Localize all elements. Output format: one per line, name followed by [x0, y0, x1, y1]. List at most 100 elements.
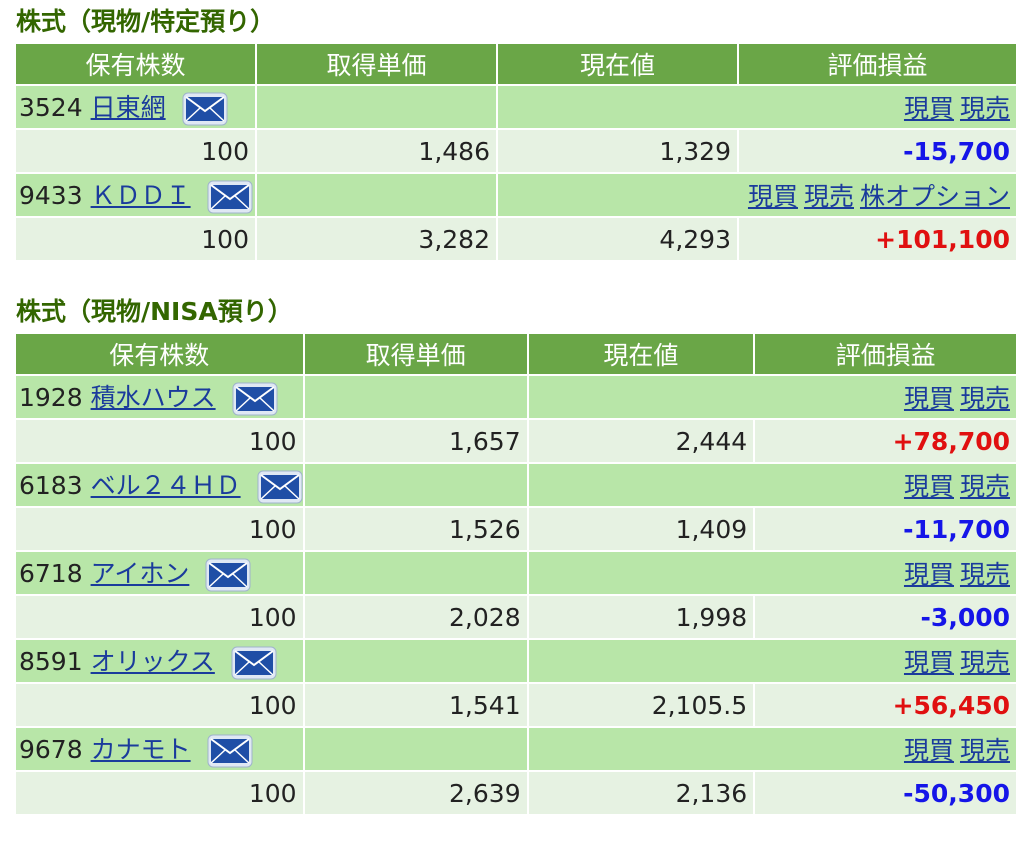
empty-cell [257, 174, 496, 216]
shares-cell: 100 [16, 420, 303, 462]
profit-loss-value: -11,700 [903, 514, 1010, 544]
trade-links: 現買 現売 [528, 728, 1016, 770]
cost-header: 取得単価 [257, 44, 496, 84]
stock-name-link[interactable]: ＫＤＤＩ [90, 181, 191, 210]
price-cell: 1,329 [498, 130, 737, 172]
shares-header: 保有株数 [16, 44, 255, 84]
stock-cell: 8591 オリックス [16, 640, 303, 682]
cost-cell: 2,639 [304, 772, 527, 814]
stock-name-row: 8591 オリックス 現買 現売 [16, 640, 1016, 682]
stock-value-row: 100 1,486 1,329 -15,700 [16, 130, 1016, 172]
stock-name-row: 6183 ベル２４ＨＤ 現買 現売 [16, 464, 1016, 506]
stock-cell: 1928 積水ハウス [16, 376, 303, 418]
stock-name-link[interactable]: オリックス [90, 647, 215, 676]
buy-link[interactable]: 現買 [903, 648, 954, 677]
stock-code: 3524 [19, 93, 83, 122]
buy-link[interactable]: 現買 [903, 384, 954, 413]
stock-name-link[interactable]: 積水ハウス [90, 383, 216, 412]
pl-cell: +56,450 [755, 684, 1016, 726]
cost-cell: 3,282 [257, 218, 496, 260]
shares-cell: 100 [16, 130, 255, 172]
profit-loss-value: +78,700 [892, 426, 1010, 456]
price-header: 現在値 [528, 334, 754, 374]
pl-cell: -15,700 [739, 130, 1016, 172]
stock-value-row: 100 1,526 1,409 -11,700 [16, 508, 1016, 550]
buy-link[interactable]: 現買 [903, 560, 954, 589]
empty-cell [304, 640, 527, 682]
profit-loss-value: -50,300 [903, 778, 1010, 808]
pl-header: 評価損益 [739, 44, 1016, 84]
sell-link[interactable]: 現売 [803, 182, 854, 211]
trade-links: 現買 現売 [528, 464, 1016, 506]
trade-links: 現買 現売 [498, 86, 1016, 128]
shares-cell: 100 [16, 684, 303, 726]
stock-name-link[interactable]: ベル２４ＨＤ [90, 471, 241, 500]
sell-link[interactable]: 現売 [959, 384, 1010, 413]
buy-link[interactable]: 現買 [903, 94, 954, 123]
stock-name-row: 3524 日東網 現買 現売 [16, 86, 1016, 128]
mail-icon[interactable] [207, 180, 253, 214]
empty-cell [304, 552, 527, 594]
stock-code: 9433 [19, 181, 83, 210]
shares-cell: 100 [16, 596, 303, 638]
stock-value-row: 100 2,639 2,136 -50,300 [16, 772, 1016, 814]
price-cell: 2,444 [528, 420, 754, 462]
holdings-table: 保有株数 取得単価 現在値 評価損益 3524 日東網 現買 現売 100 1,486 1,329… [14, 42, 1018, 262]
empty-cell [257, 86, 496, 128]
stock-value-row: 100 1,541 2,105.5 +56,450 [16, 684, 1016, 726]
stock-code: 1928 [19, 383, 83, 412]
stock-name-row: 9678 カナモト 現買 現売 [16, 728, 1016, 770]
option-link[interactable]: 株オプション [859, 182, 1010, 211]
stock-value-row: 100 1,657 2,444 +78,700 [16, 420, 1016, 462]
mail-icon[interactable] [231, 646, 277, 680]
stock-name-link[interactable]: 日東網 [90, 93, 166, 122]
mail-icon[interactable] [232, 382, 278, 416]
profit-loss-value: +101,100 [875, 224, 1010, 254]
profit-loss-value: -3,000 [920, 602, 1010, 632]
stock-code: 6183 [19, 471, 83, 500]
stock-name-row: 1928 積水ハウス 現買 現売 [16, 376, 1016, 418]
sell-link[interactable]: 現売 [959, 736, 1010, 765]
stock-cell: 9433 ＫＤＤＩ [16, 174, 255, 216]
section-title: 株式（現物/特定預り） [16, 7, 276, 36]
mail-icon[interactable] [205, 558, 251, 592]
shares-cell: 100 [16, 508, 303, 550]
stock-code: 9678 [19, 735, 83, 764]
pl-cell: +78,700 [755, 420, 1016, 462]
mail-icon[interactable] [207, 734, 253, 768]
pl-cell: -11,700 [755, 508, 1016, 550]
cost-cell: 1,486 [257, 130, 496, 172]
price-cell: 1,998 [528, 596, 754, 638]
stock-cell: 6183 ベル２４ＨＤ [16, 464, 303, 506]
sell-link[interactable]: 現売 [959, 472, 1010, 501]
mail-icon[interactable] [257, 470, 303, 504]
sell-link[interactable]: 現売 [959, 94, 1010, 123]
cost-cell: 1,541 [304, 684, 527, 726]
trade-links: 現買 現売 [528, 640, 1016, 682]
section-title: 株式（現物/NISA預り） [16, 297, 293, 326]
stock-value-row: 100 2,028 1,998 -3,000 [16, 596, 1016, 638]
price-cell: 2,105.5 [528, 684, 754, 726]
pl-cell: +101,100 [739, 218, 1016, 260]
trade-links: 現買 現売 [528, 552, 1016, 594]
buy-link[interactable]: 現買 [903, 472, 954, 501]
stock-cell: 6718 アイホン [16, 552, 303, 594]
stock-name-link[interactable]: アイホン [90, 559, 190, 588]
shares-cell: 100 [16, 218, 255, 260]
holdings-page: 株式（現物/特定預り） 保有株数 取得単価 現在値 評価損益 3524 日東網 現買 現売 10… [0, 2, 1024, 816]
empty-cell [304, 376, 527, 418]
price-cell: 2,136 [528, 772, 754, 814]
buy-link[interactable]: 現買 [903, 736, 954, 765]
sell-link[interactable]: 現売 [959, 560, 1010, 589]
price-cell: 4,293 [498, 218, 737, 260]
cost-cell: 2,028 [304, 596, 527, 638]
mail-icon[interactable] [182, 92, 228, 126]
stock-name-link[interactable]: カナモト [90, 735, 191, 764]
shares-cell: 100 [16, 772, 303, 814]
sell-link[interactable]: 現売 [959, 648, 1010, 677]
empty-cell [304, 464, 527, 506]
pl-cell: -3,000 [755, 596, 1016, 638]
profit-loss-value: +56,450 [892, 690, 1010, 720]
buy-link[interactable]: 現買 [747, 182, 798, 211]
profit-loss-value: -15,700 [903, 136, 1010, 166]
